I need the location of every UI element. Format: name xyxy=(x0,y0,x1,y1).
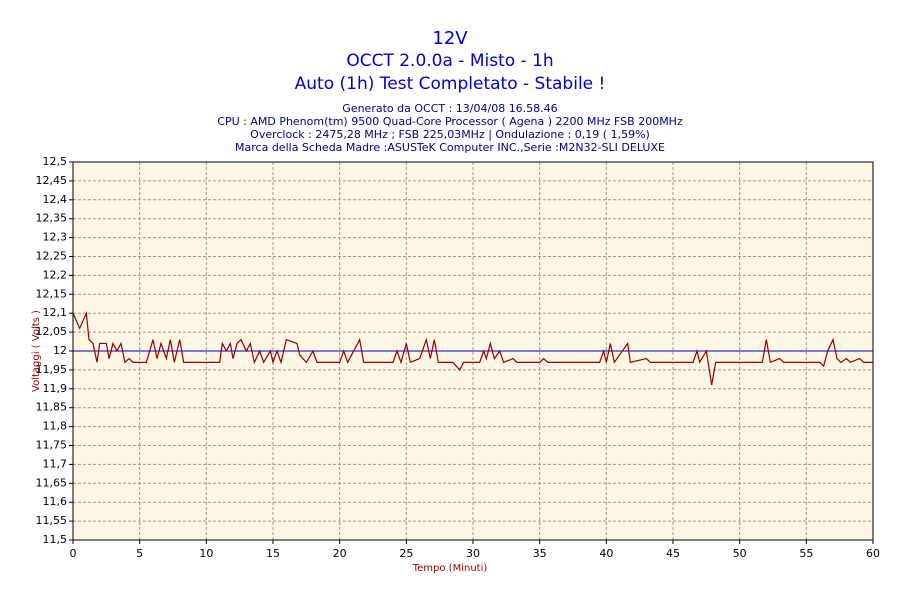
data-line xyxy=(72,310,873,386)
y-tick-label: 11,8 xyxy=(43,420,68,433)
y-axis-label: Voltaggi ( Volts ) xyxy=(31,310,42,392)
x-tick-label: 25 xyxy=(399,547,413,560)
info-line: Overclock : 2475,28 MHz ; FSB 225,03MHz … xyxy=(250,128,650,141)
x-tick-label: 60 xyxy=(866,547,880,560)
y-tick-label: 12,3 xyxy=(43,231,68,244)
y-tick-label: 12,4 xyxy=(43,193,68,206)
y-tick-label: 12,25 xyxy=(36,250,68,263)
x-tick-label: 40 xyxy=(599,547,613,560)
y-tick-label: 11,65 xyxy=(36,476,68,489)
y-tick-label: 12,45 xyxy=(36,174,68,187)
info-line: Generato da OCCT : 13/04/08 16.58.46 xyxy=(342,102,557,115)
x-tick-label: 50 xyxy=(733,547,747,560)
x-tick-label: 0 xyxy=(70,547,77,560)
y-tick-label: 11,5 xyxy=(43,533,68,546)
y-tick-label: 12,35 xyxy=(36,212,68,225)
y-tick-label: 12,1 xyxy=(43,306,68,319)
x-tick-label: 45 xyxy=(666,547,680,560)
plot-border xyxy=(72,161,874,541)
x-tick-label: 10 xyxy=(199,547,213,560)
x-tick-label: 55 xyxy=(799,547,813,560)
y-tick-label: 12 xyxy=(53,344,67,357)
info-line: CPU : AMD Phenom(tm) 9500 Quad-Core Proc… xyxy=(217,115,683,128)
y-tick-label: 11,75 xyxy=(36,439,68,452)
y-tick-label: 11,6 xyxy=(43,495,68,508)
y-tick-label: 11,85 xyxy=(36,401,68,414)
y-tick-label: 11,95 xyxy=(36,363,68,376)
chart-title: 12V xyxy=(432,28,468,49)
y-tick-label: 12,15 xyxy=(36,287,68,300)
x-tick-label: 35 xyxy=(533,547,547,560)
y-tick-label: 11,7 xyxy=(43,457,68,470)
y-tick-label: 11,9 xyxy=(43,382,68,395)
x-axis-label: Tempo (Minuti) xyxy=(412,563,488,574)
y-tick-label: 12,05 xyxy=(36,325,68,338)
info-line: Marca della Scheda Madre :ASUSTeK Comput… xyxy=(235,141,665,154)
chart-subtitle: OCCT 2.0.0a - Misto - 1h xyxy=(346,51,553,71)
x-tick-label: 15 xyxy=(266,547,280,560)
y-tick-label: 12,5 xyxy=(43,155,68,168)
x-tick-label: 20 xyxy=(333,547,347,560)
x-tick-label: 5 xyxy=(136,547,143,560)
chart-subtitle: Auto (1h) Test Completato - Stabile ! xyxy=(295,74,606,94)
x-tick-label: 30 xyxy=(466,547,480,560)
y-tick-label: 11,55 xyxy=(36,514,68,527)
y-tick-label: 12,2 xyxy=(43,268,68,281)
